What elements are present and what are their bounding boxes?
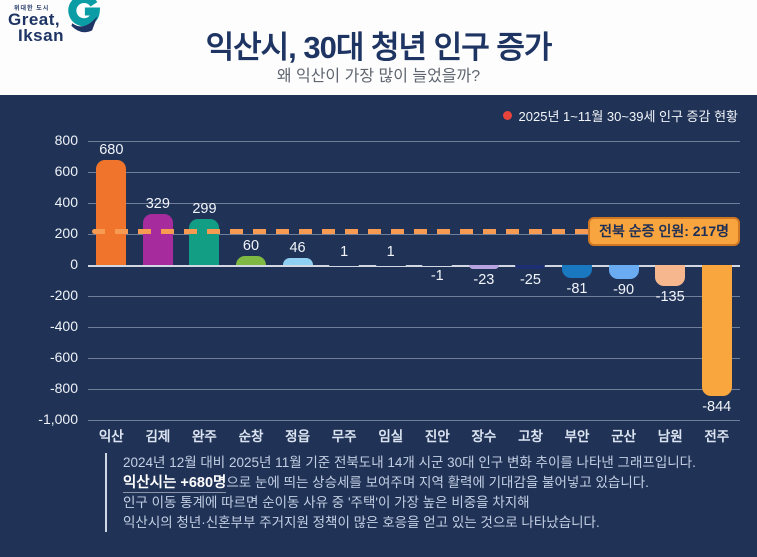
chart-bar-정읍 xyxy=(282,257,313,265)
gridline xyxy=(88,327,740,328)
chart-bar-전주 xyxy=(701,265,732,396)
x-axis: 익산 김제 완주 순창 정읍 무주 임실 진안 장수 고창 부안 군산 남원 전주 xyxy=(88,425,740,445)
chart-bar-남원 xyxy=(655,265,686,286)
chart-bar-군산 xyxy=(608,265,639,279)
logo-tagline: 위대한 도시 xyxy=(14,6,50,12)
y-tick-label: -1,000 xyxy=(38,411,78,427)
y-tick-label: 400 xyxy=(54,194,78,210)
gridline xyxy=(88,296,740,297)
bar-value-label: 1 xyxy=(386,244,395,260)
x-axis-label-고창: 고창 xyxy=(518,429,543,444)
x-axis-label-순창: 순창 xyxy=(238,429,264,444)
x-axis-label-정읍: 정읍 xyxy=(285,429,311,444)
y-tick-label: 0 xyxy=(70,256,78,272)
legend-label: 2025년 1~11월 30~39세 인구 증감 현황 xyxy=(518,109,738,124)
x-axis-label-부안: 부안 xyxy=(564,429,590,444)
x-axis-label-김제: 김제 xyxy=(145,429,171,444)
footer-line-3: 인구 이동 통계에 따르면 순이동 사유 중 '주택'이 가장 높은 비중을 차… xyxy=(123,495,530,510)
gridline xyxy=(88,389,740,390)
chart-panel: 2025년 1~11월 30~39세 인구 증감 현황 800 600 400 200… xyxy=(0,95,757,557)
bar-value-label: -23 xyxy=(473,271,495,288)
x-axis-label-익산: 익산 xyxy=(98,429,124,444)
gridline xyxy=(88,203,740,204)
x-axis-label-완주: 완주 xyxy=(192,429,217,444)
chart-bar-장수 xyxy=(468,265,499,269)
chart-bar-고창 xyxy=(515,265,546,269)
x-axis-label-임실: 임실 xyxy=(378,429,404,444)
legend-dot-icon xyxy=(502,111,512,120)
chart-bar-완주 xyxy=(189,218,220,265)
footer-line-1: 2024년 12월 대비 2025년 11월 기준 전북도내 14개 시군 30… xyxy=(123,455,696,470)
gridline xyxy=(88,234,740,235)
chart-bar-부안 xyxy=(562,265,592,278)
chart-legend: 2025년 1~11월 30~39세 인구 증감 현황 xyxy=(502,106,738,125)
x-axis-label-무주: 무주 xyxy=(331,429,357,444)
footer-line-4: 익산시의 청년·신혼부부 주거지원 정책이 많은 호응을 얻고 있는 것으로 나… xyxy=(123,514,600,530)
gridline xyxy=(88,172,740,173)
gridline xyxy=(88,141,740,142)
gridline xyxy=(88,358,740,359)
x-axis-label-진안: 진안 xyxy=(424,429,450,444)
bar-value-label: 60 xyxy=(242,237,260,254)
footer-line-2: 익산시는 +680명으로 눈에 띄는 상승세를 보여주며 지역 활력에 기대감을… xyxy=(123,473,745,494)
bar-value-label: 46 xyxy=(289,239,306,256)
x-axis-label-남원: 남원 xyxy=(657,429,683,444)
bar-value-label: -135 xyxy=(655,288,685,305)
x-axis-label-전주: 전주 xyxy=(704,429,730,444)
zero-gridline xyxy=(88,265,740,267)
footer-highlight: 익산시는 +680명 xyxy=(123,474,227,493)
bar-value-label: 1 xyxy=(340,244,349,260)
bar-value-label: -81 xyxy=(566,280,588,297)
bar-value-label: -90 xyxy=(613,281,635,298)
logo-text-iksan: Iksan xyxy=(18,26,64,45)
page-subtitle: 왜 익산이 가장 많이 늘었을까? xyxy=(276,68,481,85)
footer-line-2-rest: 으로 눈에 띄는 상승세를 보여주며 지역 활력에 기대감을 불어넣고 있습니다… xyxy=(226,474,649,490)
y-tick-label: -200 xyxy=(49,287,78,303)
y-tick-label: 200 xyxy=(54,225,78,241)
bar-value-label: -25 xyxy=(519,271,541,288)
header: 위대한 도시 Great, Iksan 익산시, 30대 청년 인구 증가 왜 … xyxy=(0,0,757,95)
footer-notes: 2024년 12월 대비 2025년 11월 기준 전북도내 14개 시군 30… xyxy=(105,453,745,532)
page-title: 익산시, 30대 청년 인구 증가 xyxy=(205,30,553,65)
x-axis-label-군산: 군산 xyxy=(611,429,637,444)
reference-dashed-line xyxy=(92,228,736,234)
bar-value-label: 299 xyxy=(192,200,217,217)
y-tick-label: -400 xyxy=(49,318,78,334)
bar-value-label: 680 xyxy=(99,141,124,158)
reference-line-badge: 전북 순증 인원: 217명 xyxy=(588,217,740,247)
gridline xyxy=(88,420,740,421)
x-axis-label-장수: 장수 xyxy=(471,429,497,444)
logo-text-great: Great, xyxy=(8,10,61,29)
chart-bar-익산 xyxy=(96,159,127,265)
bar-value-label: 329 xyxy=(145,196,170,212)
bar-value-label: -1 xyxy=(430,268,444,284)
chart-bar-김제 xyxy=(142,214,173,265)
chart-bar-순창 xyxy=(236,255,266,265)
plot-area: 680 329 299 60 46 1 1 -1 -23 -25 -81 -90 -135 -844 전북 … xyxy=(88,141,740,421)
iksan-g-emblem-icon xyxy=(68,0,101,33)
y-tick-label: -600 xyxy=(49,349,78,365)
y-tick-label: -800 xyxy=(49,380,78,396)
y-tick-label: 800 xyxy=(54,132,78,148)
bar-value-label: -844 xyxy=(702,398,732,415)
iksan-logo: 위대한 도시 Great, Iksan xyxy=(8,0,118,57)
y-tick-label: 600 xyxy=(54,163,78,179)
